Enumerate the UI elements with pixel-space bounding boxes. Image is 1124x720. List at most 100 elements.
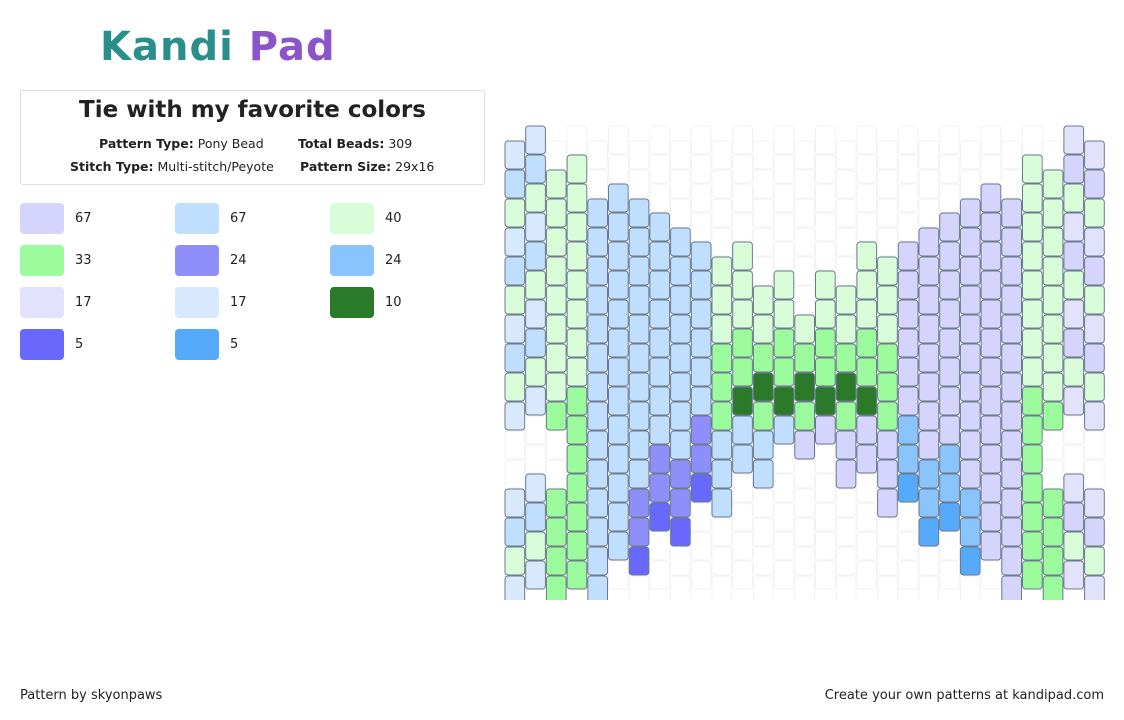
empty-slot (835, 575, 857, 600)
bead (1063, 183, 1085, 213)
empty-slot (794, 546, 815, 576)
empty-slot (711, 575, 733, 600)
bead (545, 285, 567, 315)
empty-slot (628, 575, 650, 600)
bead (897, 415, 919, 445)
count: 24 (385, 253, 402, 268)
bead (918, 488, 940, 518)
empty-slot (959, 169, 981, 199)
bead (897, 241, 919, 271)
empty-slot (897, 125, 919, 155)
bead (752, 343, 774, 373)
bead (1042, 517, 1064, 547)
empty-slot (773, 444, 795, 474)
empty-slot (732, 502, 753, 532)
empty-slot (690, 154, 712, 184)
bead (794, 343, 815, 373)
bead (1084, 488, 1105, 518)
bead (504, 517, 526, 547)
empty-slot (732, 125, 753, 155)
bead (1063, 270, 1085, 300)
bead (649, 502, 671, 532)
bead (504, 546, 526, 576)
empty-slot (897, 154, 919, 184)
bead (1022, 154, 1043, 184)
empty-slot (732, 212, 753, 242)
empty-slot (711, 140, 733, 170)
swatch (20, 329, 64, 360)
empty-slot (587, 140, 609, 170)
empty-slot (649, 183, 671, 213)
empty-slot (794, 227, 815, 257)
bead (1042, 401, 1064, 431)
empty-slot (608, 154, 629, 184)
bead (918, 314, 940, 344)
bead (566, 357, 588, 387)
bead (587, 285, 609, 315)
swatch (20, 203, 64, 234)
bead (959, 488, 981, 518)
bead (980, 328, 1002, 358)
empty-slot (1022, 125, 1043, 155)
empty-slot (628, 169, 650, 199)
empty-slot (732, 560, 753, 590)
bead (794, 430, 815, 460)
empty-slot (939, 125, 960, 155)
bead (566, 183, 588, 213)
count: 5 (75, 337, 84, 352)
empty-slot (918, 169, 940, 199)
empty-slot (1063, 415, 1085, 445)
empty-slot (897, 560, 919, 590)
bead (959, 314, 981, 344)
empty-slot (794, 169, 815, 199)
field-label: Pattern Type: (99, 136, 194, 151)
empty-slot (835, 488, 857, 518)
bead (545, 169, 567, 199)
empty-slot (794, 459, 815, 489)
bead (939, 241, 960, 271)
bead (525, 125, 546, 155)
empty-slot (690, 502, 712, 532)
bead (959, 227, 981, 257)
bead (608, 415, 629, 445)
empty-slot (877, 140, 898, 170)
empty-slot (1084, 430, 1105, 460)
empty-slot (628, 140, 650, 170)
bead (1001, 401, 1022, 431)
bead (608, 386, 629, 416)
bead (918, 401, 940, 431)
empty-slot (877, 575, 898, 600)
bead (1001, 372, 1022, 402)
bead (711, 343, 733, 373)
bead (732, 444, 753, 474)
empty-slot (752, 169, 774, 199)
empty-slot (815, 241, 836, 271)
bead (980, 415, 1002, 445)
bead (897, 444, 919, 474)
empty-slot (939, 183, 960, 213)
empty-slot (897, 212, 919, 242)
swatch (175, 329, 219, 360)
empty-slot (856, 531, 878, 561)
bead (732, 299, 753, 329)
bead (690, 473, 712, 503)
empty-slot (525, 415, 546, 445)
bead (545, 198, 567, 228)
bead (545, 372, 567, 402)
bead (877, 285, 898, 315)
bead (670, 256, 691, 286)
empty-slot (1001, 169, 1022, 199)
bead (504, 227, 526, 257)
swatch (20, 245, 64, 276)
bead (877, 372, 898, 402)
bead (711, 285, 733, 315)
empty-slot (918, 546, 940, 576)
empty-slot (877, 198, 898, 228)
bead (773, 386, 795, 416)
bead (980, 531, 1002, 561)
bead (773, 415, 795, 445)
swatch (330, 287, 374, 318)
bead (1063, 125, 1085, 155)
bead (1001, 575, 1022, 600)
bead (608, 299, 629, 329)
